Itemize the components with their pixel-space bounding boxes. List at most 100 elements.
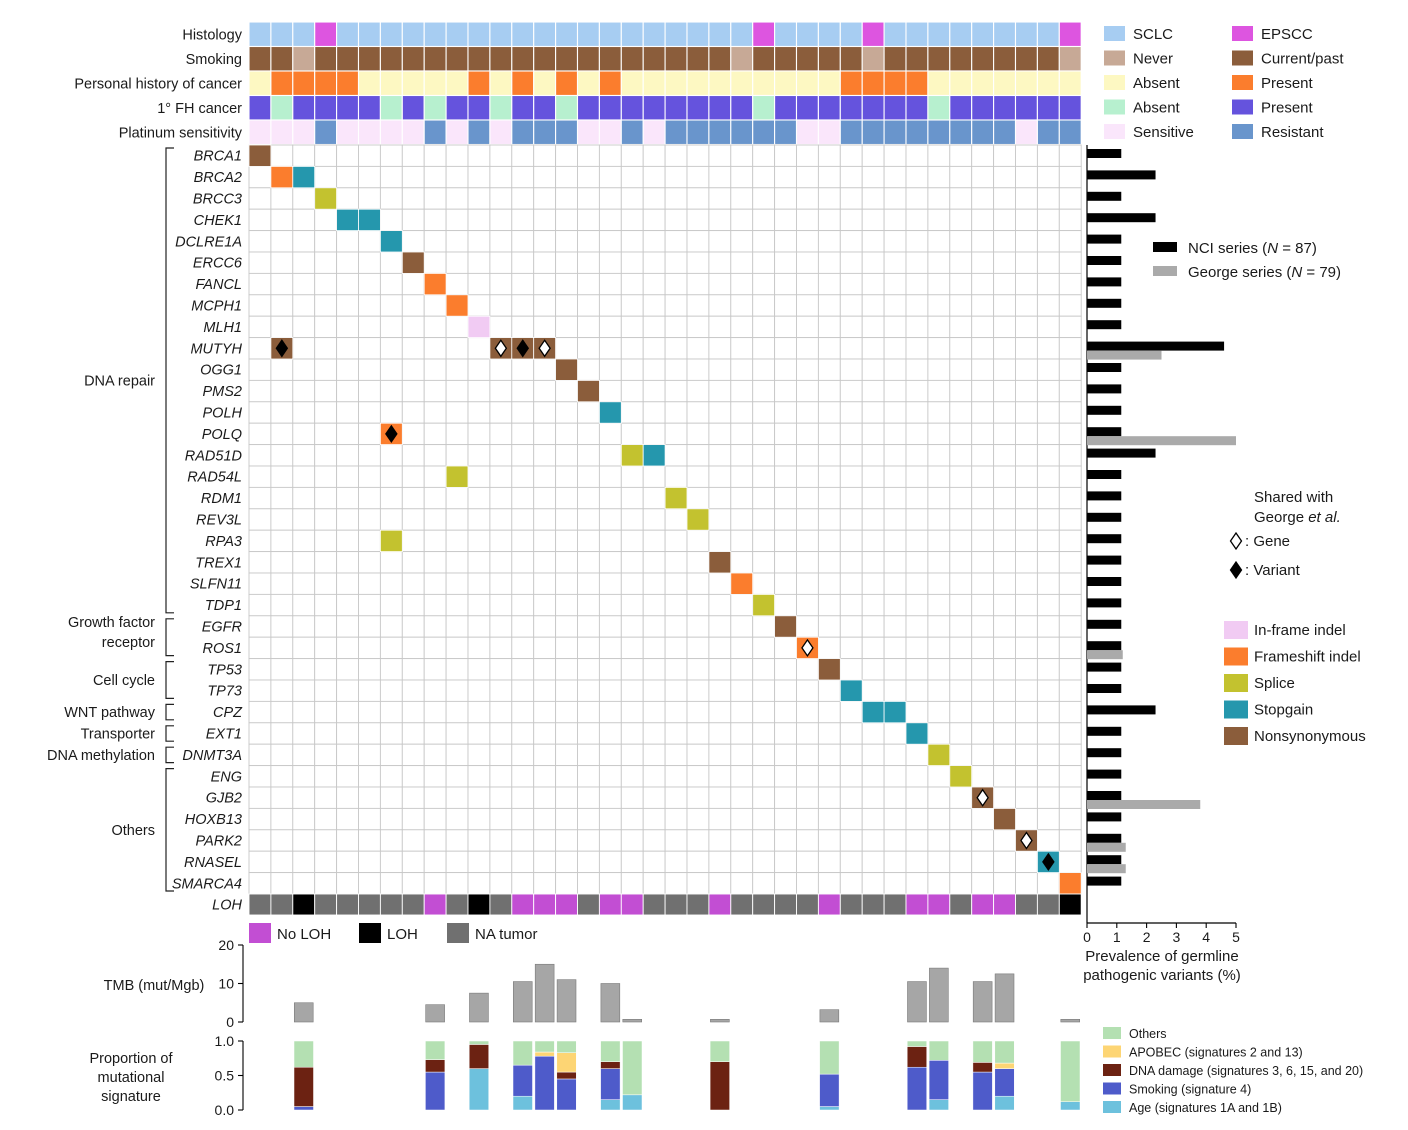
tmb-bar [556, 979, 577, 1023]
grid-cell [270, 251, 294, 274]
grid-cell [949, 187, 973, 210]
track-cell [774, 70, 798, 97]
grid-cell [1058, 807, 1082, 831]
grid-cell [336, 743, 359, 767]
grid-cell [752, 508, 776, 531]
grid-cell [555, 743, 578, 767]
grid-cell [423, 786, 447, 809]
loh-cell [336, 893, 359, 916]
grid-cell [861, 615, 885, 638]
grid-cell [861, 593, 885, 617]
grid-cell [1015, 743, 1038, 767]
grid-cell [1058, 679, 1082, 702]
grid-cell [796, 529, 819, 553]
grid-cell [730, 358, 754, 381]
tmb-ylabel: TMB (mut/Mgb) [104, 978, 205, 994]
grid-cell [423, 144, 447, 167]
mutation-cell [752, 594, 776, 617]
grid-cell [577, 165, 600, 189]
track-cell [664, 45, 688, 72]
grid-cell [949, 807, 973, 831]
grid-cell [971, 615, 995, 638]
grid-cell [949, 508, 973, 531]
grid-cell [905, 551, 929, 574]
grid-cell [796, 379, 819, 403]
grid-cell [445, 144, 469, 167]
track-label: Smoking [186, 52, 242, 68]
grid-cell [993, 722, 1016, 745]
grid-cell [861, 272, 885, 296]
shared-legend-author: George [1254, 509, 1304, 526]
grid-cell [664, 251, 688, 274]
grid-cell [336, 401, 359, 424]
grid-cell [511, 508, 535, 531]
group-label: DNA methylation [47, 748, 155, 764]
grid-cell [292, 872, 316, 895]
grid-cell [336, 679, 359, 702]
signature-segment [972, 1071, 993, 1111]
track-cell [620, 45, 644, 72]
grid-cell [686, 658, 710, 681]
gene-label: MCPH1 [191, 299, 242, 315]
grid-cell [336, 829, 359, 852]
grid-cell [248, 401, 272, 424]
grid-cell [642, 187, 666, 210]
signature-segment [994, 1062, 1015, 1069]
mutation-cell [445, 294, 469, 317]
grid-cell [774, 679, 797, 702]
grid-cell [577, 315, 600, 339]
track-cell [511, 70, 535, 97]
grid-cell [686, 872, 710, 895]
grid-cell [839, 551, 863, 574]
loh-legend-swatch [447, 923, 469, 943]
grid-cell [730, 208, 754, 232]
grid-cell [336, 722, 359, 745]
grid-cell [1036, 551, 1060, 574]
track-cell [292, 45, 316, 72]
grid-cell [905, 829, 929, 852]
grid-cell [1036, 508, 1060, 531]
grid-cell [423, 722, 447, 745]
grid-cell [248, 765, 272, 788]
track-cell [357, 21, 381, 48]
grid-cell [971, 658, 995, 681]
grid-cell [314, 743, 338, 767]
grid-cell [927, 872, 951, 895]
grid-cell [489, 679, 513, 702]
shared-gene-marker [801, 638, 814, 658]
grid-cell [949, 465, 973, 488]
grid-cell [883, 765, 907, 788]
track-cell [993, 21, 1017, 48]
grid-cell [993, 358, 1016, 381]
track-cell [730, 45, 754, 72]
grid-cell [708, 486, 732, 510]
signature-segment [994, 1040, 1015, 1064]
grid-cell [620, 829, 644, 852]
signature-segment [468, 1068, 489, 1111]
grid-cell [314, 165, 338, 189]
grid-cell [1015, 251, 1038, 274]
loh-cell [949, 893, 973, 916]
grid-cell [949, 358, 973, 381]
grid-cell [292, 272, 316, 296]
grid-cell [686, 486, 710, 510]
grid-cell [423, 294, 447, 317]
grid-cell [839, 872, 863, 895]
grid-cell [248, 658, 272, 681]
legend-label: Never [1133, 51, 1173, 68]
grid-cell [774, 658, 797, 681]
grid-cell [817, 444, 841, 467]
prevalence-bar [1087, 298, 1122, 308]
prevalence-bar [1087, 726, 1122, 736]
grid-cell [686, 358, 710, 381]
grid-cell [664, 807, 688, 831]
grid-cell [927, 615, 951, 638]
grid-cell [927, 786, 951, 809]
loh-cell [642, 893, 666, 916]
grid-cell [730, 636, 754, 660]
grid-cell [905, 786, 929, 809]
prevalence-bar [1087, 149, 1122, 158]
grid-cell [270, 572, 294, 595]
grid-cell [248, 187, 272, 210]
grid-cell [314, 529, 338, 553]
